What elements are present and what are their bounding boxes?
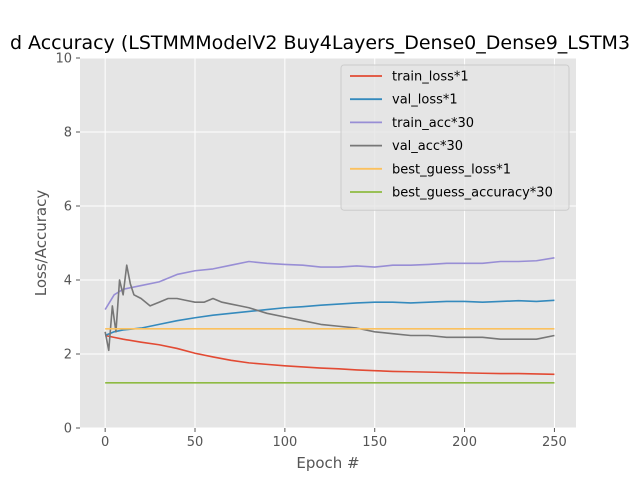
legend-label: val_loss*1	[392, 93, 458, 108]
series-line-val-acc-30	[104, 264, 555, 352]
legend-label: val_acc*30	[392, 139, 463, 154]
series-line-train-acc-30	[104, 257, 555, 311]
y-tick-label: 0	[64, 422, 72, 437]
y-axis-label: Loss/Accuracy	[32, 190, 50, 297]
legend: train_loss*1 val_loss*1 train_acc*30 val_ac…	[340, 64, 570, 211]
y-tick-label: 8	[64, 126, 72, 141]
x-tick-label: 200	[452, 435, 477, 450]
y-tick-label: 4	[64, 274, 72, 289]
x-tick-label: 50	[187, 435, 204, 450]
legend-label: train_acc*30	[392, 116, 474, 131]
series-line-val-loss-1	[104, 299, 555, 337]
series-layer	[104, 257, 555, 384]
x-tick-label: 250	[542, 435, 567, 450]
y-tick-label: 10	[55, 52, 72, 67]
x-tick-label: 150	[362, 435, 387, 450]
x-tick-label: 100	[272, 435, 297, 450]
y-tick-label: 6	[64, 200, 72, 215]
y-tick-label: 2	[64, 348, 72, 363]
legend-box	[340, 64, 570, 211]
x-tick-label: 0	[101, 435, 109, 450]
chart-title: d Accuracy (LSTMMModelV2 Buy4Layers_Dens…	[10, 32, 630, 54]
x-axis-label: Epoch #	[296, 454, 359, 472]
legend-label: best_guess_accuracy*30	[392, 186, 553, 201]
legend-label: best_guess_loss*1	[392, 162, 511, 177]
series-line-train-loss-1	[104, 334, 555, 376]
legend-label: train_loss*1	[392, 70, 469, 85]
ticks: 0 50 100 150 200 250 0 2 4 6 8 10	[55, 52, 566, 451]
